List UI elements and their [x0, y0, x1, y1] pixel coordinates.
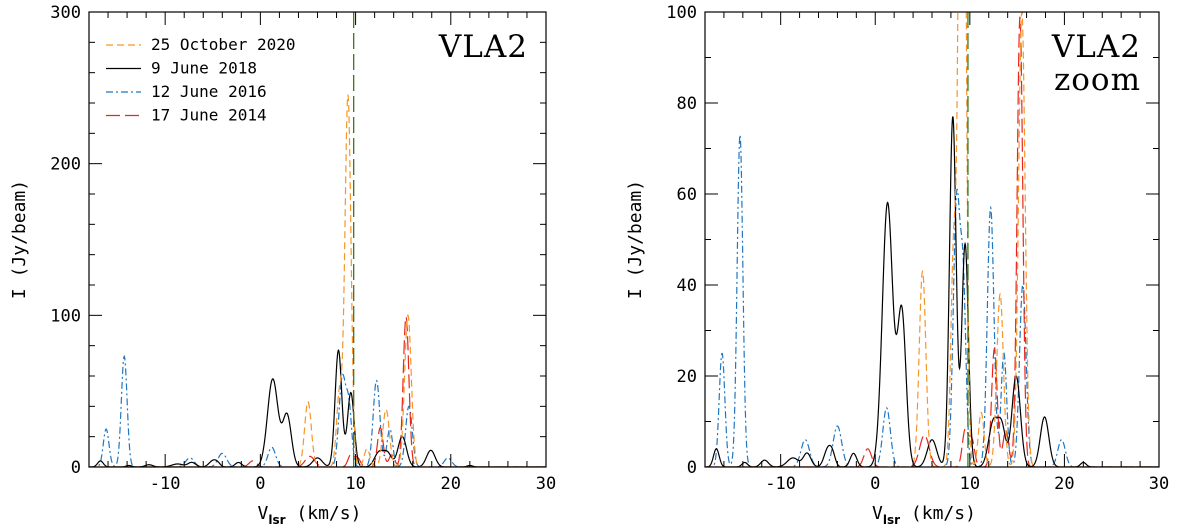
- x-tick-label: 0: [870, 474, 880, 494]
- y-tick-label: 80: [677, 94, 697, 114]
- legend-label: 25 October 2020: [151, 35, 296, 54]
- plot-area: [89, 12, 546, 467]
- series-line-17-june-2014: [705, 16, 1159, 467]
- x-tick-label: -10: [150, 474, 181, 494]
- x-axis-subscript: lsr: [883, 513, 900, 527]
- y-tick-label: 200: [50, 155, 81, 175]
- x-axis-title: Vlsr (km/s): [258, 503, 362, 527]
- x-axis-units: (km/s): [286, 503, 362, 524]
- y-tick-label: 100: [50, 306, 81, 326]
- plot-frame: [88, 11, 547, 468]
- y-tick-label: 0: [687, 458, 697, 478]
- x-tick-label: 10: [960, 474, 980, 494]
- x-tick-label: 30: [536, 474, 556, 494]
- series-line-12-june-2016: [89, 354, 546, 467]
- x-axis-symbol: V: [258, 503, 269, 524]
- series-line-9-june-2018: [705, 116, 1159, 467]
- x-axis-symbol: V: [872, 503, 883, 524]
- legend-label: 12 June 2016: [151, 82, 267, 101]
- y-axis-title: I (Jy/beam): [625, 180, 646, 299]
- y-tick-label: 40: [677, 276, 697, 296]
- x-tick-label: -10: [765, 474, 796, 494]
- x-axis-title: Vlsr (km/s): [872, 503, 976, 527]
- y-tick-label: 20: [677, 367, 697, 387]
- series-line-9-june-2018: [89, 349, 546, 467]
- legend-label: 17 June 2014: [151, 106, 267, 125]
- x-tick-label: 20: [441, 474, 461, 494]
- panel-title-line: VLA2: [438, 29, 528, 65]
- x-tick-label: 10: [345, 474, 365, 494]
- chart-panel-vla2-zoom: -10 0 10 20 30 0 20 40 60 80 100 Vlsr (km/s) I (Jy/b…: [625, 3, 1169, 527]
- y-tick-label: 0: [71, 458, 81, 478]
- x-axis-subscript: lsr: [268, 513, 285, 527]
- legend-label: 9 June 2018: [151, 59, 257, 78]
- x-tick-label: 30: [1149, 474, 1169, 494]
- panel-title-line: zoom: [1054, 62, 1141, 98]
- x-axis-units: (km/s): [900, 503, 976, 524]
- y-tick-label: 60: [677, 185, 697, 205]
- x-tick-label: 0: [255, 474, 265, 494]
- panel-title-line: VLA2: [1051, 29, 1141, 65]
- series-line-25-october-2020: [89, 94, 546, 467]
- y-tick-label: 300: [50, 3, 81, 23]
- series-line-12-june-2016: [705, 134, 1159, 467]
- x-tick-label: 20: [1054, 474, 1074, 494]
- y-tick-label: 100: [666, 3, 697, 23]
- series-line-17-june-2014: [89, 315, 546, 467]
- y-axis-title: I (Jy/beam): [9, 180, 30, 299]
